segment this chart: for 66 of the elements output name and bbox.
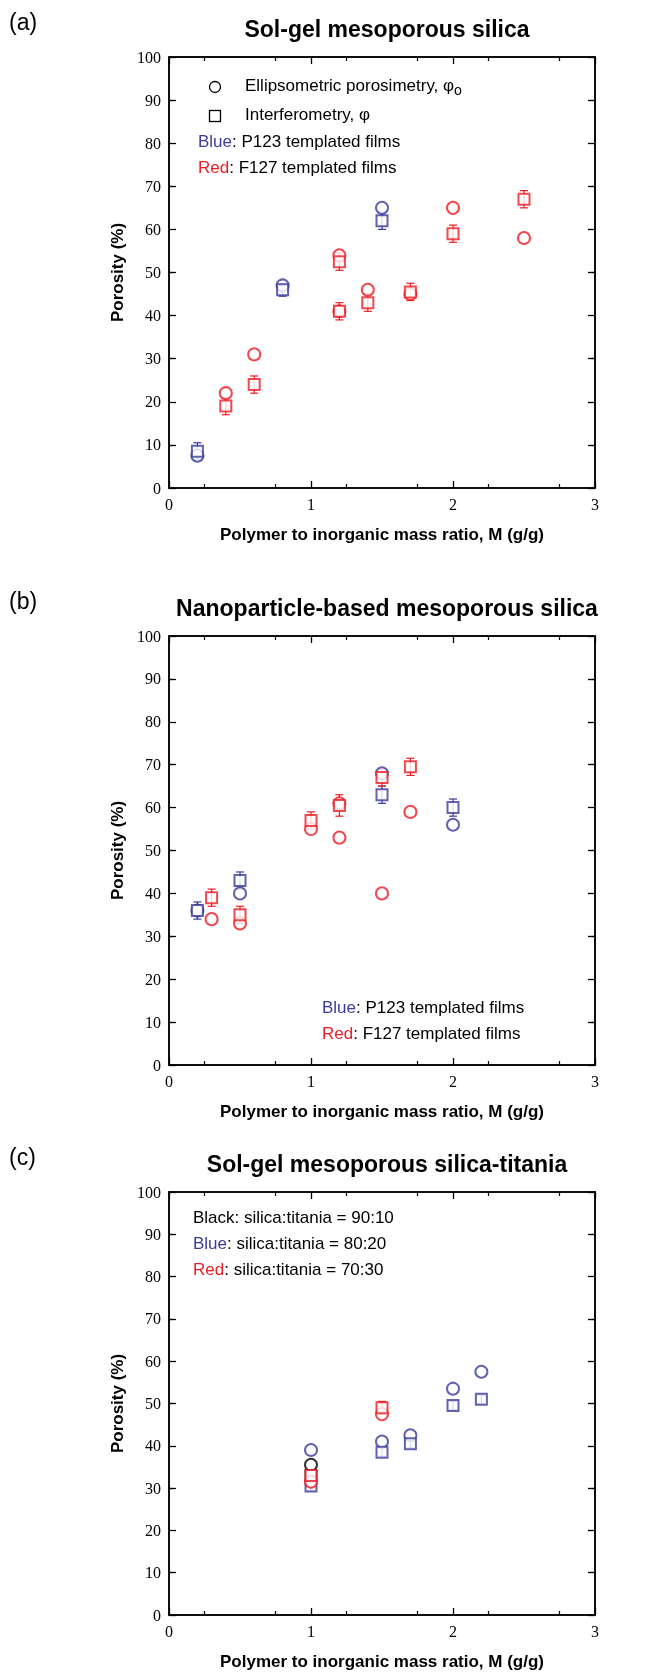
y-tick-label: 70 bbox=[145, 177, 161, 195]
y-tick-label: 30 bbox=[145, 927, 161, 945]
x-axis-title: Polymer to inorganic mass ratio, M (g/g) bbox=[220, 1102, 544, 1121]
y-tick-label: 80 bbox=[145, 134, 161, 152]
chart-subtitle: (c) bbox=[9, 1143, 36, 1170]
y-tick-label: 80 bbox=[145, 713, 161, 731]
x-tick-label: 1 bbox=[307, 495, 315, 513]
annotation: Ellipsometric porosimetry, φ$_{o}$ bbox=[245, 76, 462, 99]
y-tick-label: 50 bbox=[145, 842, 161, 859]
chart-subtitle: (a) bbox=[9, 8, 38, 35]
y-axis-title: Porosity (%) bbox=[108, 1353, 128, 1454]
x-tick-label: 1 bbox=[307, 1622, 315, 1640]
x-tick-label: 3 bbox=[591, 1622, 599, 1640]
y-tick-label: 10 bbox=[145, 1013, 161, 1031]
y-tick-label: 0 bbox=[153, 1606, 161, 1624]
x-tick-label: 0 bbox=[165, 1072, 173, 1090]
y-tick-label: 50 bbox=[145, 1395, 161, 1412]
y-tick-label: 90 bbox=[145, 91, 161, 109]
x-axis-title: Polymer to inorganic mass ratio, M (g/g) bbox=[220, 1652, 544, 1671]
y-tick-label: 60 bbox=[145, 1352, 161, 1370]
y-tick-label: 80 bbox=[145, 1268, 161, 1286]
y-tick-label: 70 bbox=[145, 1310, 161, 1328]
chart-title: Sol-gel mesoporous silica bbox=[244, 15, 530, 42]
chart-title: Sol-gel mesoporous silica-titania bbox=[206, 1150, 568, 1177]
annotation: Red: silica:titania = 70:30 bbox=[193, 1260, 384, 1279]
x-tick-label: 1 bbox=[307, 1072, 315, 1090]
annotation: Blue: silica:titania = 80:20 bbox=[193, 1234, 387, 1253]
x-tick-label: 2 bbox=[449, 1072, 457, 1090]
y-tick-label: 90 bbox=[145, 670, 161, 688]
y-tick-label: 10 bbox=[145, 436, 161, 454]
y-tick-label: 100 bbox=[137, 48, 161, 66]
y-tick-label: 0 bbox=[153, 1056, 161, 1074]
y-tick-label: 30 bbox=[145, 350, 161, 368]
y-tick-label: 70 bbox=[145, 756, 161, 774]
y-axis-title: Porosity (%) bbox=[108, 800, 128, 901]
y-tick-label: 40 bbox=[145, 1437, 161, 1455]
y-tick-label: 20 bbox=[145, 1521, 161, 1539]
x-tick-label: 2 bbox=[449, 495, 457, 513]
y-tick-label: 100 bbox=[137, 1183, 161, 1201]
annotation: Blue: P123 templated films bbox=[198, 132, 401, 151]
chart-subtitle: (b) bbox=[9, 587, 38, 614]
x-tick-label: 3 bbox=[591, 1072, 599, 1090]
y-tick-label: 0 bbox=[153, 479, 161, 497]
y-axis-title: Porosity (%) bbox=[108, 222, 128, 323]
annotation: Black: silica:titania = 90:10 bbox=[193, 1208, 394, 1227]
x-tick-label: 0 bbox=[165, 495, 173, 513]
y-tick-label: 30 bbox=[145, 1479, 161, 1497]
y-tick-label: 50 bbox=[145, 264, 161, 281]
y-tick-label: 20 bbox=[145, 970, 161, 988]
annotation: Red: F127 templated films bbox=[322, 1024, 521, 1043]
annotation: Interferometry, φ bbox=[245, 105, 371, 124]
y-tick-label: 90 bbox=[145, 1225, 161, 1243]
y-tick-label: 10 bbox=[145, 1564, 161, 1582]
x-tick-label: 3 bbox=[591, 495, 599, 513]
y-tick-label: 60 bbox=[145, 220, 161, 238]
y-tick-label: 20 bbox=[145, 393, 161, 411]
y-tick-label: 100 bbox=[137, 627, 161, 645]
x-tick-label: 0 bbox=[165, 1622, 173, 1640]
x-tick-label: 2 bbox=[449, 1622, 457, 1640]
annotation: Blue: P123 templated films bbox=[322, 998, 525, 1017]
y-tick-label: 60 bbox=[145, 799, 161, 817]
annotation: Red: F127 templated films bbox=[198, 158, 397, 177]
chart-title: Nanoparticle-based mesoporous silica bbox=[176, 594, 599, 621]
y-tick-label: 40 bbox=[145, 884, 161, 902]
y-tick-label: 40 bbox=[145, 307, 161, 325]
x-axis-title: Polymer to inorganic mass ratio, M (g/g) bbox=[220, 525, 544, 544]
